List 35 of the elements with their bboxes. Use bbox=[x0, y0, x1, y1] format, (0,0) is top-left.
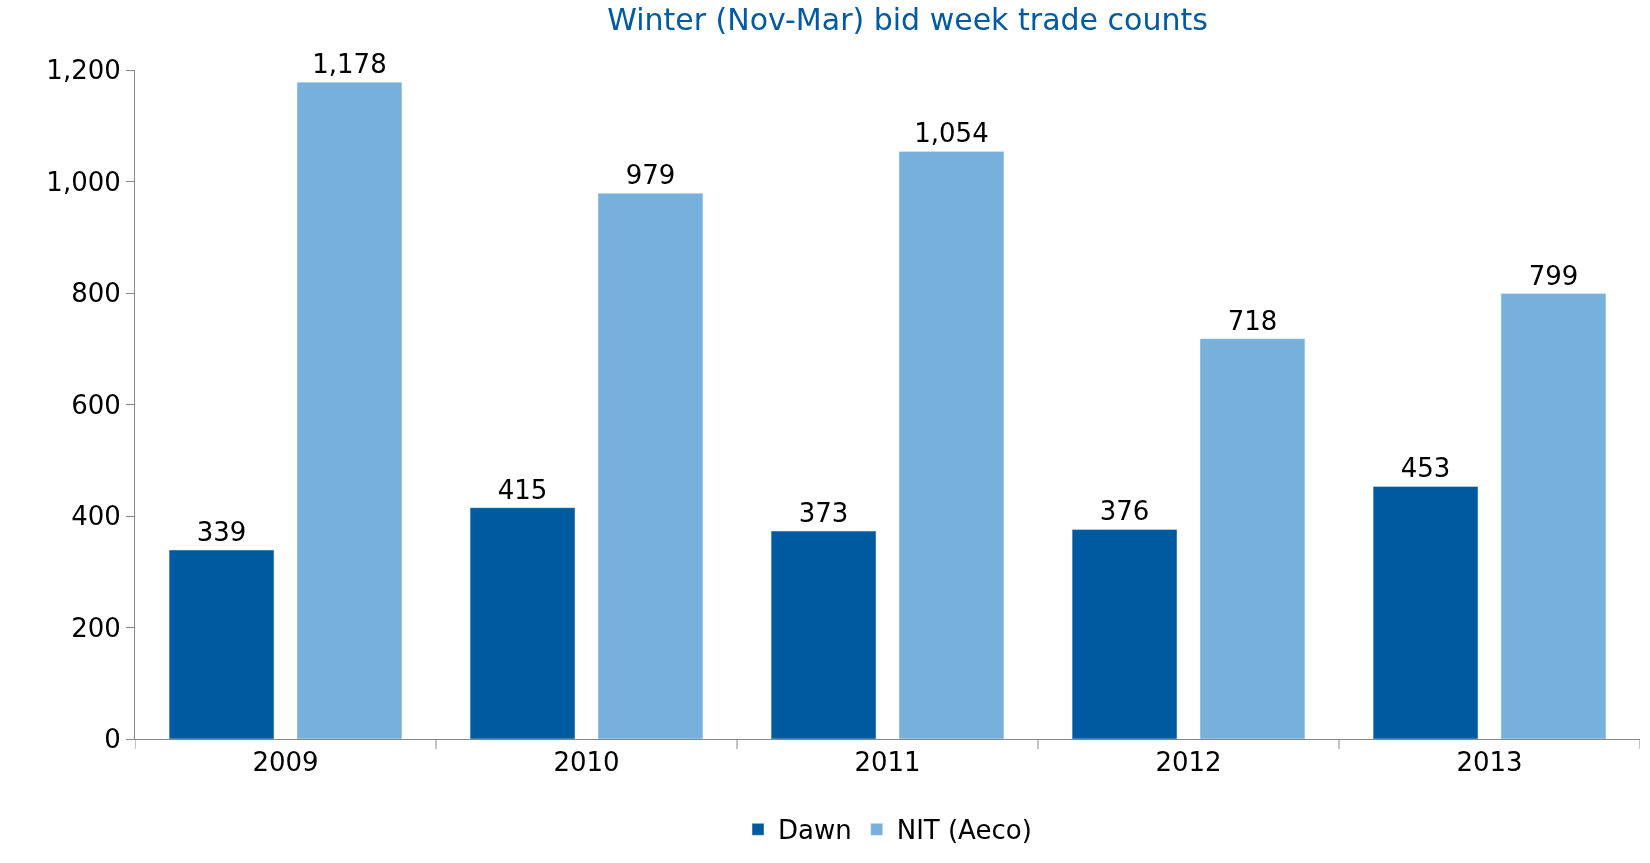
data-label: 453 bbox=[1400, 453, 1451, 484]
bar bbox=[296, 82, 403, 739]
x-tick-label: 2011 bbox=[854, 747, 921, 778]
bar bbox=[898, 151, 1005, 739]
bar bbox=[168, 549, 275, 739]
x-tick-label: 2009 bbox=[252, 747, 319, 778]
legend-label: Dawn bbox=[778, 815, 852, 846]
y-tick-label: 400 bbox=[71, 501, 121, 532]
y-tick-label: 1,000 bbox=[46, 166, 121, 197]
data-label: 979 bbox=[625, 160, 676, 191]
data-label: 373 bbox=[798, 498, 849, 529]
data-label: 799 bbox=[1528, 260, 1579, 291]
y-tick-label: 800 bbox=[71, 278, 121, 309]
data-label: 718 bbox=[1227, 305, 1278, 336]
data-label: 376 bbox=[1099, 496, 1150, 527]
x-tick-label: 2010 bbox=[553, 747, 620, 778]
bar bbox=[1199, 338, 1306, 739]
bar bbox=[1500, 293, 1607, 739]
data-label: 1,054 bbox=[914, 118, 989, 149]
data-label: 1,178 bbox=[312, 49, 387, 80]
x-tick-label: 2012 bbox=[1155, 747, 1222, 778]
y-tick-label: 0 bbox=[104, 724, 121, 755]
data-label: 339 bbox=[196, 517, 247, 548]
y-tick-label: 600 bbox=[71, 389, 121, 420]
y-tick-label: 1,200 bbox=[46, 55, 121, 86]
y-tick-label: 200 bbox=[71, 612, 121, 643]
x-tick-label: 2013 bbox=[1456, 747, 1523, 778]
bar bbox=[1372, 486, 1479, 739]
data-label: 415 bbox=[497, 474, 548, 505]
bar bbox=[469, 507, 576, 739]
bar bbox=[1071, 529, 1178, 739]
bar bbox=[770, 530, 877, 739]
chart-title: Winter (Nov-Mar) bid week trade counts bbox=[607, 1, 1208, 37]
bar bbox=[597, 192, 704, 739]
legend-label: NIT (Aeco) bbox=[896, 815, 1032, 846]
